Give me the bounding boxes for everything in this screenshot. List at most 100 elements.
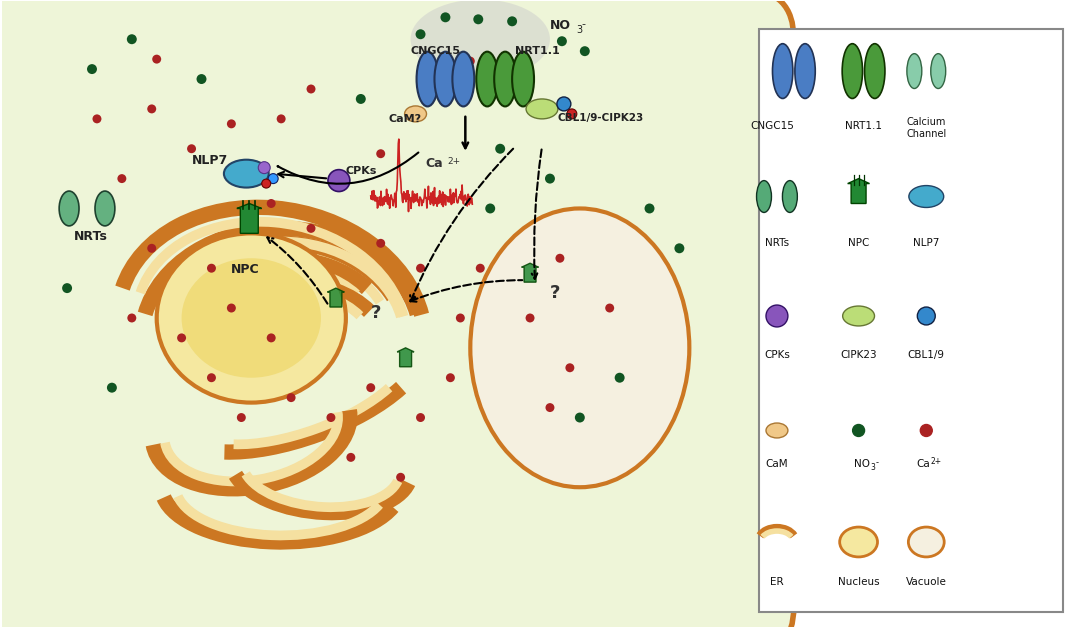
FancyArrow shape	[397, 348, 414, 367]
Ellipse shape	[512, 51, 534, 106]
Ellipse shape	[909, 185, 944, 207]
Ellipse shape	[227, 303, 235, 313]
Ellipse shape	[416, 413, 426, 422]
Text: CBL1/9: CBL1/9	[908, 350, 945, 360]
Text: CIPK23: CIPK23	[840, 350, 877, 360]
Ellipse shape	[485, 203, 496, 214]
Ellipse shape	[567, 109, 577, 119]
Ellipse shape	[307, 85, 315, 94]
Text: ?: ?	[550, 284, 561, 302]
Text: NLP7: NLP7	[191, 154, 228, 166]
Ellipse shape	[258, 161, 270, 173]
Ellipse shape	[605, 303, 615, 313]
Text: CBL1/9-CIPK23: CBL1/9-CIPK23	[558, 113, 644, 123]
Ellipse shape	[496, 144, 505, 154]
Ellipse shape	[557, 97, 571, 111]
Ellipse shape	[908, 527, 944, 557]
Text: ER: ER	[770, 577, 784, 587]
Ellipse shape	[842, 306, 875, 326]
Text: 2+: 2+	[447, 156, 460, 166]
Ellipse shape	[545, 173, 555, 183]
Ellipse shape	[107, 382, 117, 392]
Ellipse shape	[766, 305, 788, 327]
Ellipse shape	[545, 403, 554, 412]
Text: Ca: Ca	[916, 459, 930, 469]
Text: NLP7: NLP7	[913, 238, 940, 248]
Ellipse shape	[446, 373, 455, 382]
Text: CPKs: CPKs	[764, 350, 789, 360]
Ellipse shape	[416, 264, 426, 273]
Text: NO: NO	[550, 19, 571, 32]
Ellipse shape	[456, 313, 464, 322]
Ellipse shape	[842, 44, 863, 99]
Ellipse shape	[441, 13, 450, 23]
Ellipse shape	[157, 234, 346, 403]
Ellipse shape	[476, 51, 498, 106]
Ellipse shape	[473, 14, 483, 24]
Ellipse shape	[839, 527, 878, 557]
Ellipse shape	[326, 413, 336, 422]
Ellipse shape	[907, 53, 922, 89]
Ellipse shape	[917, 307, 935, 325]
Ellipse shape	[426, 65, 435, 73]
Text: NRTs: NRTs	[75, 230, 108, 243]
Ellipse shape	[307, 224, 315, 233]
Ellipse shape	[87, 64, 97, 74]
Text: Vacuole: Vacuole	[906, 577, 947, 587]
FancyArrow shape	[237, 203, 261, 234]
Ellipse shape	[224, 160, 269, 188]
Text: NPC: NPC	[848, 238, 869, 248]
Ellipse shape	[237, 413, 246, 422]
Ellipse shape	[772, 44, 793, 99]
Ellipse shape	[495, 51, 516, 106]
Ellipse shape	[286, 393, 296, 402]
Ellipse shape	[674, 243, 685, 253]
Ellipse shape	[410, 0, 550, 79]
Ellipse shape	[63, 283, 72, 293]
Ellipse shape	[276, 114, 285, 123]
Ellipse shape	[118, 174, 126, 183]
Ellipse shape	[557, 36, 567, 46]
Text: CNGC15: CNGC15	[750, 121, 794, 131]
Ellipse shape	[756, 181, 771, 212]
Text: 2+: 2+	[930, 457, 942, 467]
Ellipse shape	[127, 313, 136, 322]
Ellipse shape	[575, 413, 584, 423]
Text: -: -	[876, 458, 878, 467]
Ellipse shape	[267, 199, 275, 208]
Ellipse shape	[366, 383, 375, 392]
Ellipse shape	[795, 44, 815, 99]
FancyArrow shape	[522, 263, 539, 282]
FancyArrow shape	[848, 178, 869, 203]
Text: CaM: CaM	[766, 459, 788, 469]
Text: NRT1.1: NRT1.1	[845, 121, 882, 131]
Ellipse shape	[59, 191, 79, 226]
Ellipse shape	[147, 244, 157, 253]
Ellipse shape	[434, 51, 457, 106]
Ellipse shape	[508, 16, 517, 26]
Ellipse shape	[396, 473, 405, 482]
Ellipse shape	[865, 44, 885, 99]
Ellipse shape	[416, 30, 426, 39]
Ellipse shape	[207, 373, 216, 382]
Text: NRTs: NRTs	[765, 238, 789, 248]
Text: -: -	[582, 19, 585, 30]
Ellipse shape	[328, 170, 350, 192]
Ellipse shape	[526, 99, 558, 119]
FancyArrow shape	[327, 288, 345, 307]
Ellipse shape	[181, 258, 321, 377]
Ellipse shape	[355, 94, 366, 104]
Ellipse shape	[197, 74, 206, 84]
Text: 3: 3	[870, 463, 876, 472]
Text: NPC: NPC	[231, 263, 260, 276]
Text: CaM?: CaM?	[389, 114, 422, 124]
Text: Nucleus: Nucleus	[838, 577, 879, 587]
Ellipse shape	[405, 106, 427, 122]
Ellipse shape	[766, 423, 788, 438]
Ellipse shape	[268, 173, 279, 183]
Ellipse shape	[566, 363, 575, 372]
Ellipse shape	[526, 313, 535, 322]
Ellipse shape	[782, 181, 797, 212]
Text: Calcium
Channel: Calcium Channel	[906, 117, 946, 139]
Ellipse shape	[615, 373, 624, 382]
